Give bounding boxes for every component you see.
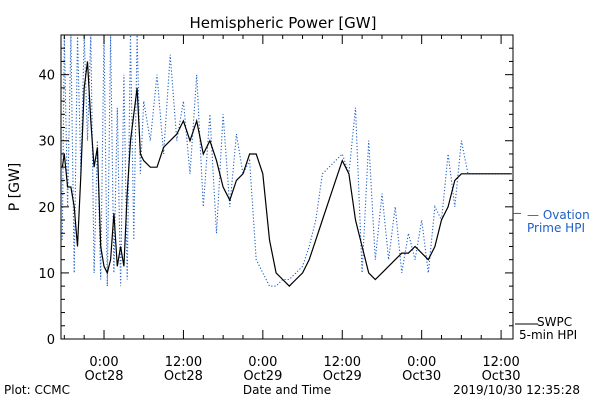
plot-credit: Plot: CCMC bbox=[4, 383, 70, 397]
y-tick-label: 40 bbox=[38, 69, 55, 84]
x-tick-label-date: Oct30 bbox=[402, 369, 441, 384]
y-tick-label: 30 bbox=[38, 135, 55, 150]
series-line-swpc-5-min-hpi bbox=[61, 61, 512, 287]
legend-swpc-line1: SWPC bbox=[537, 315, 572, 329]
x-tick-label-date: Oct28 bbox=[85, 369, 124, 384]
series-line-ovation-prime-hpi bbox=[61, 35, 512, 287]
y-tick-label: 20 bbox=[38, 201, 55, 216]
y-tick-label: 0 bbox=[47, 333, 55, 348]
axis-layer: 0102030400:00Oct2812:00Oct280:00Oct2912:… bbox=[38, 35, 521, 384]
x-tick-label-time: 12:00 bbox=[324, 355, 361, 370]
y-tick-label: 10 bbox=[38, 267, 55, 282]
x-tick-label-date: Oct29 bbox=[243, 369, 282, 384]
x-tick-label-time: 12:00 bbox=[482, 355, 519, 370]
x-axis-label: Date and Time bbox=[243, 383, 331, 397]
x-tick-label-time: 12:00 bbox=[165, 355, 202, 370]
x-tick-label-time: 0:00 bbox=[407, 355, 436, 370]
x-tick-label-time: 0:00 bbox=[89, 355, 118, 370]
x-tick-label-date: Oct30 bbox=[482, 369, 521, 384]
y-axis-label: P [GW] bbox=[7, 163, 23, 212]
legend-ovation-line1: — Ovation bbox=[527, 208, 590, 222]
x-tick-label-time: 0:00 bbox=[248, 355, 277, 370]
x-tick-label-date: Oct28 bbox=[164, 369, 203, 384]
chart-title: Hemispheric Power [GW] bbox=[190, 14, 377, 32]
legend-swpc-line2: 5-min HPI bbox=[519, 328, 577, 342]
plot-frame bbox=[60, 34, 514, 340]
legend-ovation-line2: Prime HPI bbox=[527, 221, 585, 235]
x-tick-label-date: Oct29 bbox=[323, 369, 362, 384]
series-layer bbox=[61, 35, 512, 287]
timestamp: 2019/10/30 12:35:28 bbox=[453, 383, 580, 397]
